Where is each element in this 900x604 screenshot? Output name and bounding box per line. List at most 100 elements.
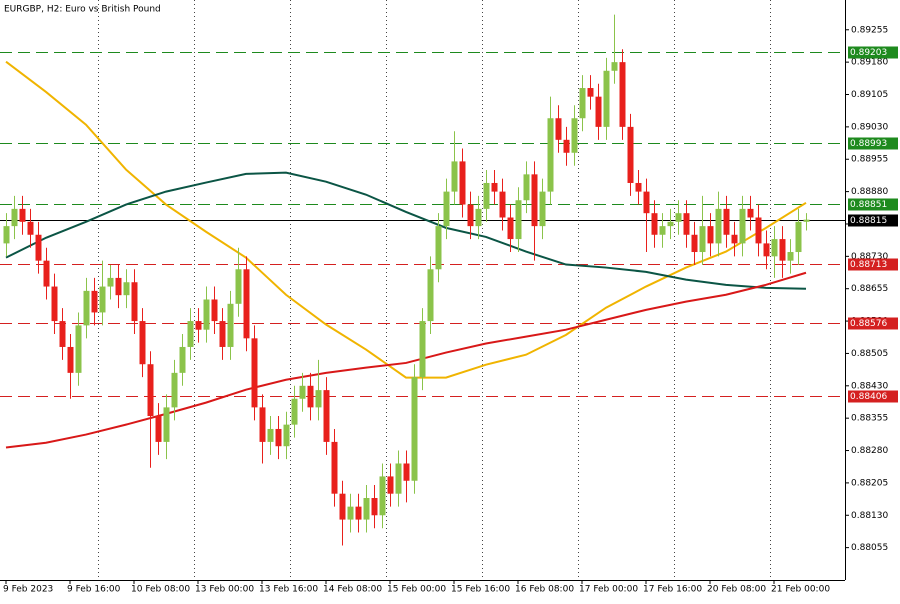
candle-body — [523, 174, 530, 201]
candle-body — [43, 260, 50, 287]
candle-body — [747, 208, 754, 218]
price-level-label: 0.88993 — [850, 139, 887, 149]
candle-body — [339, 493, 346, 520]
y-tick-label: 0.88205 — [851, 478, 888, 488]
candle-body — [35, 234, 42, 261]
candle-body — [291, 398, 298, 425]
candle-body — [435, 226, 442, 270]
candle-body — [27, 221, 34, 235]
price-level-label: 0.88406 — [850, 392, 887, 402]
candle-body — [67, 346, 74, 373]
candle-body — [3, 226, 10, 244]
candle-body — [619, 62, 626, 127]
y-tick-label: 0.88880 — [851, 187, 888, 197]
candle-body — [507, 217, 514, 240]
candle-body — [555, 118, 562, 140]
y-tick-label: 0.88430 — [851, 381, 888, 391]
moving-average — [5, 60, 807, 379]
candle-body — [411, 377, 418, 481]
candle-body — [227, 303, 234, 347]
y-tick-label: 0.88730 — [851, 252, 888, 262]
candle-body — [667, 221, 674, 227]
price-level-box — [848, 390, 898, 403]
candle-body — [171, 372, 178, 408]
candle-body — [347, 506, 354, 520]
price-level-label: 0.88815 — [850, 216, 887, 226]
candle-body — [315, 390, 322, 408]
candle-body — [571, 118, 578, 153]
vertical-grid — [98, 0, 771, 580]
y-tick-label: 0.88505 — [851, 349, 888, 359]
candle-body — [267, 428, 274, 442]
candle-body — [163, 407, 170, 442]
candle-body — [195, 321, 202, 330]
candle-body — [147, 364, 154, 417]
y-tick-label: 0.88055 — [851, 543, 888, 553]
candle-body — [179, 346, 186, 373]
candle-body — [475, 208, 482, 227]
candle-body — [651, 213, 658, 235]
candle-body — [531, 174, 538, 227]
candle-body — [115, 277, 122, 296]
price-level-box — [848, 317, 898, 330]
candle-body — [379, 476, 386, 516]
candle-body — [427, 269, 434, 322]
candle-body — [467, 204, 474, 227]
candle-body — [203, 299, 210, 330]
candle-body — [219, 321, 226, 347]
moving-average — [5, 271, 807, 449]
candle-body — [307, 385, 314, 408]
y-tick-label: 0.89030 — [851, 122, 888, 132]
candle-body — [459, 161, 466, 205]
candle-body — [771, 239, 778, 257]
x-tick-label: 10 Feb 08:00 — [131, 585, 190, 595]
candle-body — [235, 269, 242, 304]
candle-body — [251, 338, 258, 408]
x-tick-label: 21 Feb 00:00 — [771, 585, 830, 595]
price-level-label: 0.88851 — [850, 200, 887, 210]
candle-body — [675, 213, 682, 222]
candle-body — [395, 463, 402, 494]
x-tick-label: 16 Feb 08:00 — [515, 585, 574, 595]
x-tick-label: 9 Feb 16:00 — [67, 585, 121, 595]
candle-body — [403, 463, 410, 481]
candle-body — [795, 221, 802, 253]
candle-body — [11, 208, 18, 227]
x-tick-label: 17 Feb 00:00 — [579, 585, 638, 595]
candle-body — [755, 217, 762, 244]
candle-body — [99, 286, 106, 313]
price-level-box — [848, 137, 898, 150]
price-level-box — [848, 214, 898, 227]
candle-body — [603, 70, 610, 127]
candle-body — [779, 239, 786, 261]
candle-body — [419, 321, 426, 378]
y-tick-label: 0.89255 — [851, 25, 888, 35]
candle-body — [155, 416, 162, 442]
chart-title: EURGBP, H2: Euro vs British Pound — [4, 5, 161, 15]
candle-body — [83, 290, 90, 326]
candle-body — [75, 325, 82, 373]
y-tick-label: 0.88130 — [851, 511, 888, 521]
price-level-label: 0.88576 — [850, 319, 887, 329]
y-tick-label: 0.89105 — [851, 90, 888, 100]
candle-body — [363, 498, 370, 520]
candle-body — [187, 321, 194, 347]
candle-body — [699, 226, 706, 253]
candle-body — [723, 208, 730, 235]
y-tick-label: 0.88355 — [851, 414, 888, 424]
candle-body — [123, 282, 130, 296]
candle-body — [627, 126, 634, 183]
price-level-label: 0.88713 — [850, 260, 887, 270]
candle-body — [731, 234, 738, 244]
candle-body — [715, 208, 722, 244]
x-tick-label: 13 Feb 16:00 — [259, 585, 318, 595]
candle-body — [547, 118, 554, 192]
candle-body — [539, 191, 546, 227]
candle-body — [803, 219, 810, 222]
candle-body — [443, 191, 450, 227]
candle-body — [643, 191, 650, 214]
candle-body — [659, 226, 666, 235]
candle-body — [707, 226, 714, 244]
